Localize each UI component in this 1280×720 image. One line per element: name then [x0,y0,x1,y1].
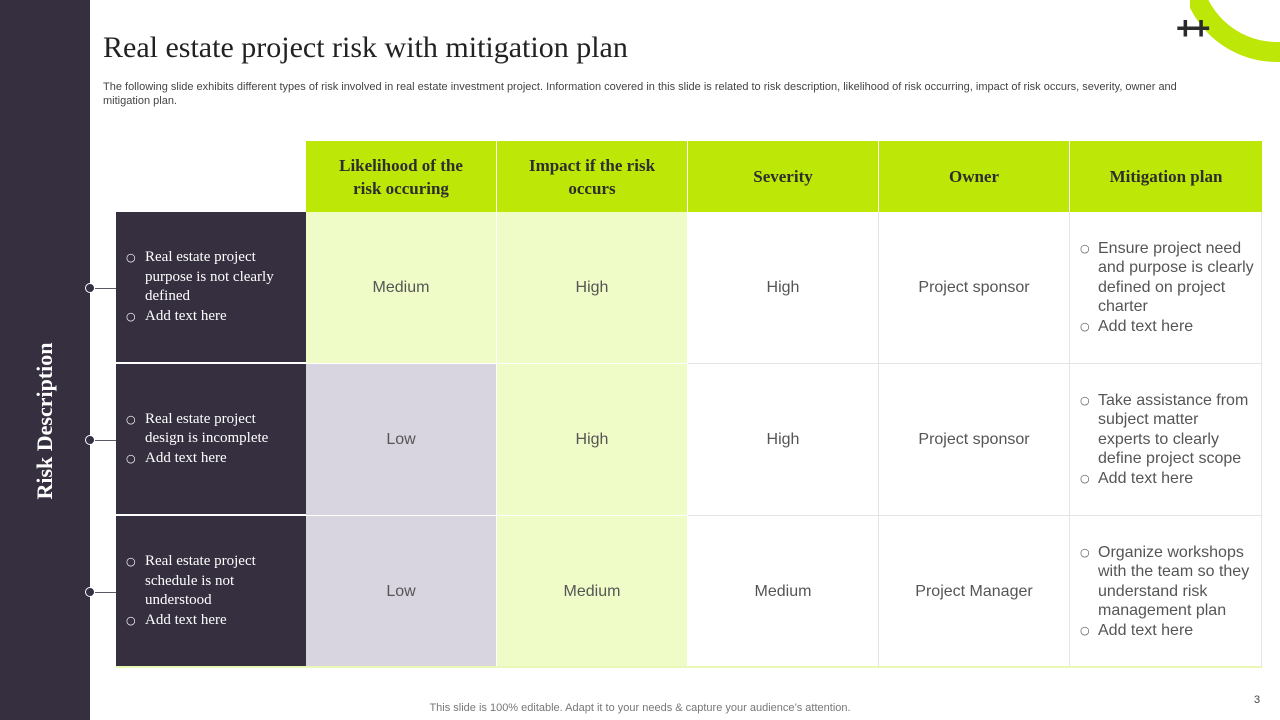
header-mitigation: Mitigation plan [1070,141,1262,212]
header-likelihood: Likelihood of the risk occuring [306,141,497,212]
mitigation-item: Take assistance from subject matter expe… [1080,391,1255,469]
risk-row-3: Real estate project schedule is not unde… [116,516,306,667]
risk-item: Real estate project design is incomplete [126,410,288,449]
impact-cell: Medium [497,516,688,668]
page-subtitle: The following slide exhibits different t… [103,81,1177,107]
likelihood-cell: Low [306,516,497,668]
owner-cell: Project Manager [879,516,1070,668]
mitigation-cell: Ensure project need and purpose is clear… [1070,212,1262,364]
risk-list: Real estate project purpose is not clear… [126,248,288,326]
mitigation-cell: Organize workshops with the team so they… [1070,516,1262,668]
risk-item: Real estate project schedule is not unde… [126,552,288,611]
row-connector [90,440,116,441]
mitigation-list: Take assistance from subject matter expe… [1080,391,1255,489]
page-number: 3 [1254,694,1261,706]
decorative-arc [1190,0,1280,62]
header-owner: Owner [879,141,1070,212]
likelihood-cell: Medium [306,212,497,364]
plus-icon: ++ [1176,10,1210,46]
mitigation-item: Organize workshops with the team so they… [1080,543,1255,621]
risk-item: Add text here [126,307,288,327]
risk-list: Real estate project design is incomplete… [126,410,288,469]
mitigation-item: Ensure project need and purpose is clear… [1080,239,1255,317]
risk-item: Real estate project purpose is not clear… [126,248,288,307]
severity-cell: High [688,212,879,364]
impact-cell: High [497,364,688,516]
row-connector [90,592,116,593]
likelihood-cell: Low [306,364,497,516]
risk-row-2: Real estate project design is incomplete… [116,364,306,515]
mitigation-item: Add text here [1080,317,1255,337]
header-severity: Severity [688,141,879,212]
risk-item: Add text here [126,449,288,469]
severity-cell: Medium [688,516,879,668]
row-marker-dot [85,283,95,293]
owner-cell: Project sponsor [879,364,1070,516]
mitigation-list: Organize workshops with the team so they… [1080,543,1255,641]
header-impact: Impact if the risk occurs [497,141,688,212]
mitigation-cell: Take assistance from subject matter expe… [1070,364,1262,516]
footer-note: This slide is 100% editable. Adapt it to… [429,702,851,714]
row-marker-dot [85,435,95,445]
side-label: Risk Description [32,342,57,500]
impact-cell: High [497,212,688,364]
mitigation-list: Ensure project need and purpose is clear… [1080,239,1255,337]
row-marker-dot [85,587,95,597]
page-title: Real estate project risk with mitigation… [103,31,628,64]
risk-item: Add text here [126,611,288,631]
mitigation-item: Add text here [1080,621,1255,641]
severity-cell: High [688,364,879,516]
arc-ring [1190,0,1280,62]
risk-list: Real estate project schedule is not unde… [126,552,288,630]
row-connector [90,288,116,289]
risk-row-1: Real estate project purpose is not clear… [116,212,306,363]
side-bar [0,0,90,720]
table-bottom-border [116,666,1262,668]
mitigation-item: Add text here [1080,469,1255,489]
owner-cell: Project sponsor [879,212,1070,364]
